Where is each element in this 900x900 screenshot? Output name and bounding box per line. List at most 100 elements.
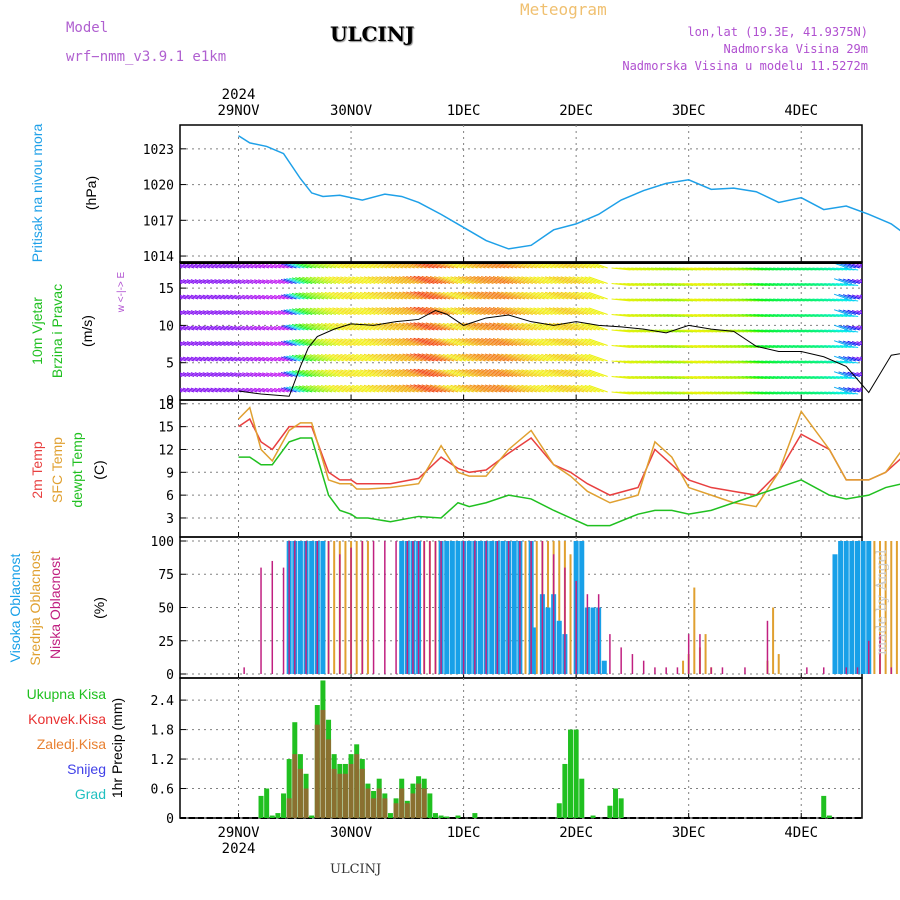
wind-barb (274, 294, 285, 300)
wind-barb (180, 328, 183, 331)
wind-barb (320, 384, 340, 393)
cloud-bar-mid (879, 540, 882, 675)
wind-barb (480, 275, 502, 284)
wind-barb (324, 384, 344, 393)
wind-barb (280, 325, 293, 331)
wind-barb (480, 384, 502, 393)
wind-barb (461, 353, 482, 362)
wind-barb (317, 292, 337, 300)
wind-barb (186, 310, 199, 315)
wind-barb (838, 293, 853, 300)
bottom-axis-label: 1DEC (447, 825, 481, 841)
wind-barb (266, 279, 277, 284)
wind-barb (379, 276, 400, 284)
wind-barb (356, 338, 376, 346)
wind-barb (409, 368, 431, 377)
y-tick-label: 15 (158, 421, 174, 436)
wind-barb (286, 371, 301, 377)
cloud-bar-high (489, 540, 495, 675)
wind-barb (198, 341, 210, 346)
wind-barb (218, 387, 230, 393)
wind-barb (496, 291, 518, 300)
wind-barb (832, 298, 848, 302)
wind-barb (541, 369, 561, 377)
wind-barb (394, 276, 415, 284)
wind-barb (833, 340, 849, 346)
wind-barb (328, 322, 348, 331)
precip-convective-bar (292, 754, 298, 818)
wind-barb (876, 278, 891, 283)
cloud-bar-low (288, 540, 290, 675)
wind-barb (250, 341, 262, 346)
wind-barb (820, 329, 836, 333)
wind-barb (383, 322, 403, 331)
wind-barb (242, 294, 254, 300)
cloud-bar-low (552, 554, 555, 675)
wind-barb (336, 384, 356, 393)
wind-barb (421, 275, 443, 284)
wind-barb (202, 356, 214, 362)
wind-barb (820, 314, 836, 317)
cloud-bar-high (849, 540, 855, 675)
wind-barb (274, 263, 285, 269)
wind-barb (226, 279, 238, 284)
precip-convective-bar (382, 798, 388, 818)
cloud-bar-low (507, 540, 510, 675)
wind-barb (521, 291, 541, 300)
wind-barb (230, 263, 242, 269)
wind-barb (820, 298, 836, 302)
wind-barb (842, 263, 856, 269)
wind-barb (836, 360, 851, 364)
precip-total-bar (562, 763, 568, 818)
wind-barb (856, 279, 862, 283)
wind-barb (398, 291, 419, 300)
wind-barb (230, 325, 242, 331)
wind-barb (847, 325, 860, 331)
wind-barb (843, 329, 859, 333)
wind-barb (501, 353, 522, 362)
wind-barb (409, 337, 431, 346)
wind-barb (406, 322, 427, 331)
wind-barb (302, 292, 321, 300)
wind-barb (283, 309, 297, 315)
wind-barb (496, 338, 518, 346)
wind-barb (887, 371, 900, 376)
wind-barb (891, 293, 900, 299)
cloud-bar-low (642, 660, 645, 675)
cloud-bar-low (305, 540, 307, 675)
wind-barb (863, 264, 875, 268)
wind-barb (552, 291, 573, 300)
wind-barb (541, 384, 561, 393)
wind-barb (367, 291, 388, 300)
wind-axis-unit: (m/s) (79, 315, 95, 347)
wind-barb (298, 307, 317, 315)
wind-barb (417, 322, 439, 331)
wind-barb (847, 356, 860, 362)
precip-convective-bar (314, 724, 320, 818)
wind-barb (359, 291, 380, 300)
wind-barb (477, 276, 498, 284)
wind-barb (833, 278, 849, 284)
wind-barb (291, 277, 309, 284)
y-tick-label: 1.8 (151, 724, 174, 739)
wind-barb (560, 276, 581, 284)
wind-barb (576, 338, 597, 346)
wind-barb (513, 369, 533, 377)
wind-barb (277, 325, 289, 331)
wind-barb (876, 340, 891, 345)
wind-barb (560, 307, 581, 315)
wind-barb (560, 369, 581, 377)
wind-barb (277, 356, 289, 362)
wind-barb (190, 325, 203, 331)
wind-barb (533, 322, 553, 331)
wind-barb (258, 294, 270, 300)
wind-barb (544, 307, 565, 315)
wind-barb (302, 385, 321, 393)
wind-barb (332, 384, 352, 393)
wind-barb (274, 279, 285, 284)
wind-barb (375, 307, 396, 315)
wind-barb (838, 340, 853, 346)
wind-barb (836, 391, 851, 395)
dewpt-line (238, 437, 900, 527)
